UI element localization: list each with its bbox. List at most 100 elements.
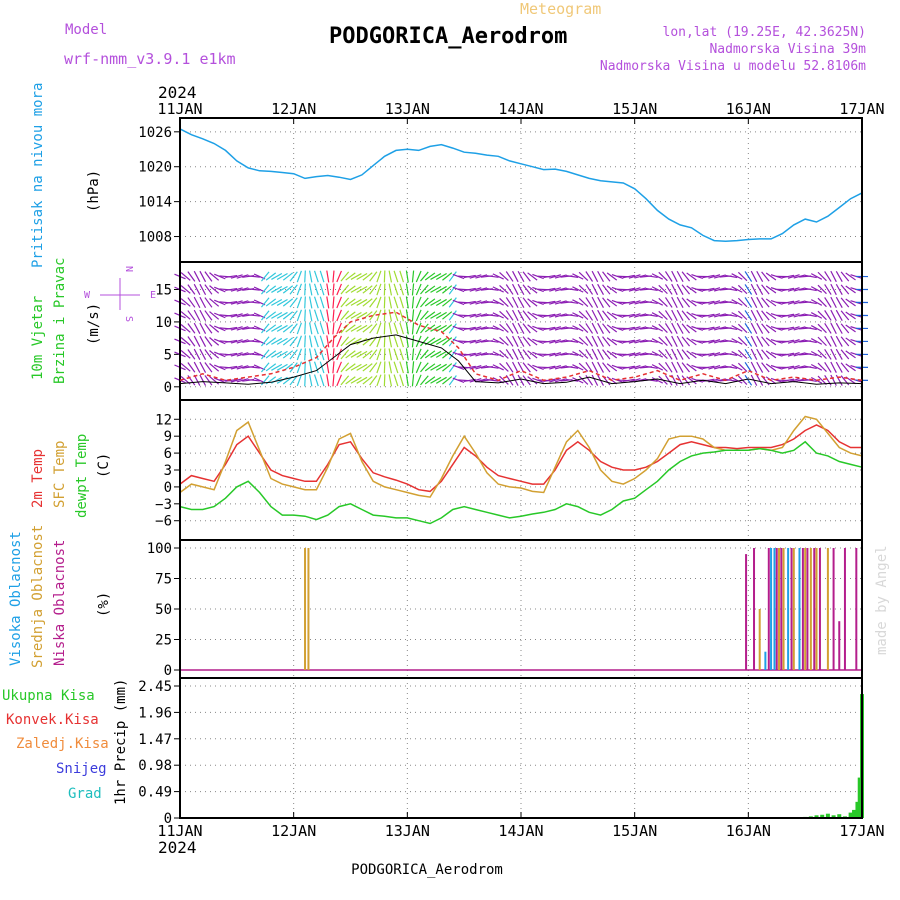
wind-barb [651, 312, 664, 319]
wind-barb [499, 336, 509, 346]
wind-barb [512, 335, 519, 347]
x-day-label-bottom: 12JAN [271, 822, 316, 840]
bar-cloud-2 [775, 548, 778, 670]
series-line-temperature-0 [179, 424, 862, 493]
wind-barb [319, 309, 325, 322]
wind-barb [517, 374, 525, 386]
wind-barb [486, 326, 499, 330]
wind-barb [350, 286, 362, 293]
wind-barb [804, 274, 817, 279]
wind-barb [199, 270, 207, 283]
wind-barb [566, 300, 579, 304]
wind-barb [572, 325, 584, 332]
wind-barb [492, 364, 504, 371]
wind-barb [554, 326, 567, 331]
wind-barb [597, 348, 604, 360]
wind-barb [265, 285, 277, 294]
y-tick-label: 1020 [138, 160, 172, 176]
wind-barb [676, 270, 684, 283]
wind-barb [750, 270, 758, 283]
wind-barb [651, 377, 664, 384]
wind-barb [326, 270, 330, 283]
wind-barb [326, 296, 330, 309]
wind-barb [247, 301, 260, 304]
wind-barb [765, 285, 777, 294]
wind-barb [326, 322, 330, 335]
wind-barb [187, 336, 196, 347]
wind-ylabel-2: Brzina i Pravac [52, 258, 68, 384]
wind-barb [399, 348, 405, 361]
wind-barb [702, 352, 715, 357]
wind-barb [671, 335, 678, 347]
wind-barb [199, 309, 207, 322]
wind-barb [304, 296, 306, 309]
wind-barb [761, 323, 770, 334]
bar-cloud-2 [745, 554, 748, 670]
wind-barb [326, 374, 330, 387]
wind-barb [817, 375, 827, 385]
series-line-temperature-2 [179, 440, 863, 525]
wind-barb [415, 348, 422, 361]
wind-barb [442, 350, 453, 359]
wind-barb [591, 296, 599, 309]
wind-barb [686, 363, 697, 372]
wind-barb [209, 272, 220, 281]
wind-barb [362, 324, 373, 333]
wind-barb [549, 287, 562, 292]
wind-barb [702, 339, 715, 344]
bar-cloud-2 [838, 621, 841, 670]
wind-barb [628, 274, 641, 279]
wind-barb [591, 283, 599, 296]
wind-barb [424, 376, 436, 385]
wind-barb [475, 352, 488, 357]
bar-cloud-1 [804, 548, 807, 670]
wind-barb [492, 299, 504, 306]
wind-barb [708, 287, 721, 292]
wind-barb [411, 322, 415, 335]
wind-barb [702, 326, 715, 331]
bar-cloud-1 [307, 548, 310, 670]
wind-barb [411, 270, 415, 283]
wind-barb [664, 297, 673, 308]
wind-barb [543, 378, 556, 382]
series-line-pressure-0 [179, 128, 863, 242]
bar-cloud-2 [801, 548, 804, 670]
bar-precip-0 [855, 801, 860, 818]
wind-barb [492, 286, 504, 293]
wind-barb [193, 283, 201, 296]
y-tick-label: 1014 [138, 195, 172, 211]
wind-barb [463, 274, 476, 279]
wind-barb [469, 326, 482, 331]
wind-barb [336, 348, 342, 361]
wind-barb [388, 270, 393, 283]
wind-barb [761, 284, 770, 295]
y-tick-label: 50 [155, 602, 172, 618]
x-day-label-top: 17JAN [839, 100, 884, 118]
wind-barb [209, 285, 220, 294]
wind-barb [309, 361, 313, 374]
wind-barb [517, 270, 525, 283]
cloud-ylabel-3: Niska Oblacnost [52, 540, 68, 666]
wind-barb [681, 375, 691, 386]
bar-cloud-2 [832, 548, 835, 670]
wind-barb [830, 270, 837, 283]
y-tick-label: 1.47 [138, 732, 172, 748]
wind-barb [492, 312, 504, 319]
wind-barb [512, 296, 519, 309]
wind-barb [782, 352, 795, 357]
wind-barb [424, 272, 436, 281]
wind-barb [225, 274, 238, 278]
wind-barb [340, 375, 350, 386]
wind-barb [448, 297, 457, 308]
wind-barb [686, 311, 697, 320]
wind-barb [304, 348, 306, 361]
wind-barb [744, 271, 753, 282]
wind-barb [326, 283, 330, 296]
wind-barb [622, 313, 635, 318]
wind-barb [499, 271, 509, 282]
wind-barb [332, 309, 335, 322]
wind-barb [393, 322, 399, 335]
wind-barb [282, 337, 294, 346]
wind-barb [225, 378, 238, 382]
wind-barb [193, 296, 201, 309]
